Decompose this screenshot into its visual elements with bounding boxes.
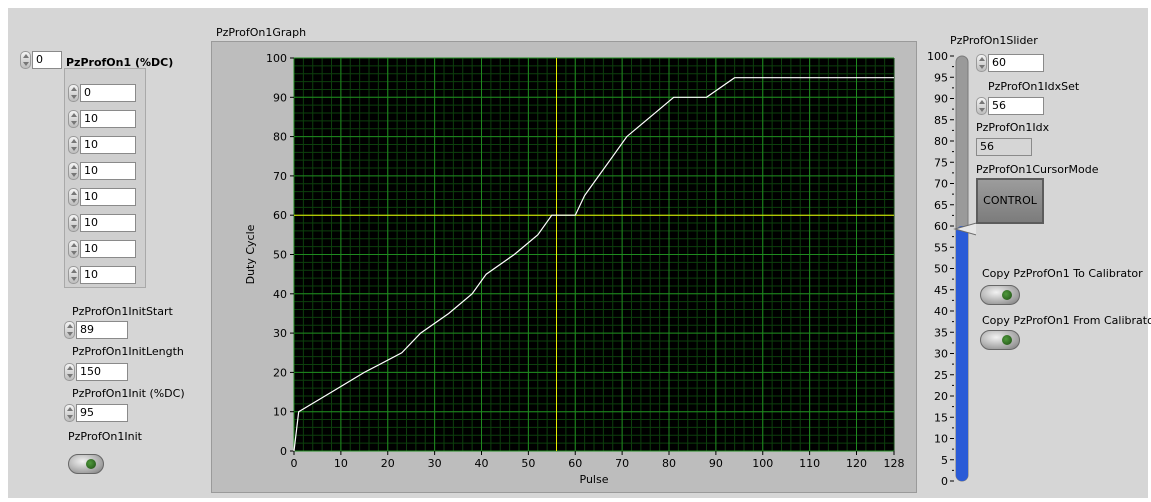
slider-tick-label: 50 [934,263,948,276]
y-axis-label: Duty Cycle [244,224,257,284]
duty-cycle-slider[interactable]: 1009590858075706560555045403530252015105… [916,48,976,494]
slider-tick-label: 20 [934,390,948,403]
array-element-spinner[interactable] [68,136,79,154]
array-element-field[interactable]: 10 [80,188,136,206]
y-tick-label: 100 [266,52,287,65]
slider-tick-label: 80 [934,135,948,148]
array-element-field[interactable]: 10 [80,240,136,258]
idxset-field[interactable]: 56 [988,97,1044,115]
init-button[interactable] [68,454,104,474]
slider-tick-label: 10 [934,433,948,446]
x-tick-label: 110 [799,457,820,470]
x-tick-label: 80 [662,457,676,470]
array-element-field[interactable]: 10 [80,110,136,128]
array-element-field[interactable]: 0 [80,84,136,102]
init-length-field[interactable]: 150 [76,363,128,381]
slider-tick-label: 15 [934,411,948,424]
copy-from-button[interactable] [980,330,1020,350]
array-element-spinner[interactable] [68,110,79,128]
idxset-label: PzProfOn1IdxSet [988,80,1080,93]
slider-tick-label: 55 [934,241,948,254]
array-element-spinner[interactable] [68,266,79,284]
array-element-spinner[interactable] [68,214,79,232]
x-tick-label: 20 [381,457,395,470]
slider-tick-label: 95 [934,71,948,84]
duty-cycle-graph[interactable]: 0 10 20 30 40 50 60 70 80 90 100 110 120 128 0 10 20 30 40… [211,41,917,493]
x-tick-label: 30 [428,457,442,470]
slider-label: PzProfOn1Slider [950,34,1038,47]
init-length-label: PzProfOn1InitLength [72,345,184,358]
array-element-spinner[interactable] [68,188,79,206]
init-length-spinner[interactable] [64,363,75,381]
slider-tick-label: 70 [934,178,948,191]
y-tick-label: 50 [273,249,287,262]
x-tick-label: 0 [291,457,298,470]
x-tick-label: 10 [334,457,348,470]
idx-label: PzProfOn1Idx [976,121,1050,134]
slider-tick-label: 45 [934,284,948,297]
array-index-spinner[interactable] [20,51,31,69]
copy-to-button[interactable] [980,285,1020,305]
y-tick-label: 80 [273,131,287,144]
y-tick-label: 90 [273,91,287,104]
array-element-field[interactable]: 10 [80,136,136,154]
init-start-field[interactable]: 89 [76,321,128,339]
idx-indicator: 56 [976,138,1032,156]
x-tick-label: 100 [752,457,773,470]
y-tick-label: 20 [273,366,287,379]
slider-tick-label: 75 [934,156,948,169]
slider-tick-label: 90 [934,93,948,106]
y-tick-label: 70 [273,170,287,183]
slider-value-field[interactable]: 60 [988,54,1044,72]
y-tick-label: 40 [273,288,287,301]
init-button-label: PzProfOn1Init [68,430,142,443]
slider-tick-label: 85 [934,114,948,127]
slider-tick-label: 100 [927,50,948,63]
y-tick-label: 10 [273,406,287,419]
duty-cycle-trace [293,77,894,452]
cursor-mode-label: PzProfOn1CursorMode [976,163,1099,176]
slider-value-spinner[interactable] [976,54,987,72]
array-element-field[interactable]: 10 [80,266,136,284]
slider-tick-label: 0 [941,475,948,488]
x-tick-label: 50 [521,457,535,470]
init-start-spinner[interactable] [64,321,75,339]
array-title: PzProfOn1 (%DC) [66,56,174,69]
init-dc-field[interactable]: 95 [76,404,128,422]
slider-fill [956,226,968,481]
init-dc-spinner[interactable] [64,404,75,422]
cursor-mode-button[interactable]: CONTROL [976,178,1044,224]
y-tick-label: 60 [273,209,287,222]
init-dc-label: PzProfOn1Init (%DC) [72,387,185,400]
x-tick-label: 40 [475,457,489,470]
array-element-field[interactable]: 10 [80,162,136,180]
array-index-field[interactable]: 0 [32,51,62,69]
array-element-spinner[interactable] [68,240,79,258]
x-tick-label: 60 [568,457,582,470]
idxset-spinner[interactable] [976,97,987,115]
slider-tick-label: 65 [934,199,948,212]
y-tick-label: 30 [273,327,287,340]
array-element-spinner[interactable] [68,162,79,180]
y-tick-label: 0 [280,445,287,458]
x-axis-label: Pulse [580,473,609,486]
slider-tick-label: 35 [934,326,948,339]
x-tick-label: 90 [709,457,723,470]
slider-tick-label: 40 [934,305,948,318]
copy-to-label: Copy PzProfOn1 To Calibrator [982,267,1143,280]
graph-title: PzProfOn1Graph [216,26,307,39]
copy-from-label: Copy PzProfOn1 From Calibrator [982,314,1151,327]
slider-tick-label: 5 [941,454,948,467]
x-tick-label: 128 [884,457,905,470]
array-element-spinner[interactable] [68,84,79,102]
slider-tick-label: 30 [934,348,948,361]
x-tick-label: 120 [846,457,867,470]
x-tick-label: 70 [615,457,629,470]
init-start-label: PzProfOn1InitStart [72,305,173,318]
slider-thumb [953,222,976,236]
slider-tick-label: 25 [934,369,948,382]
slider-tick-label: 60 [934,220,948,233]
array-element-field[interactable]: 10 [80,214,136,232]
